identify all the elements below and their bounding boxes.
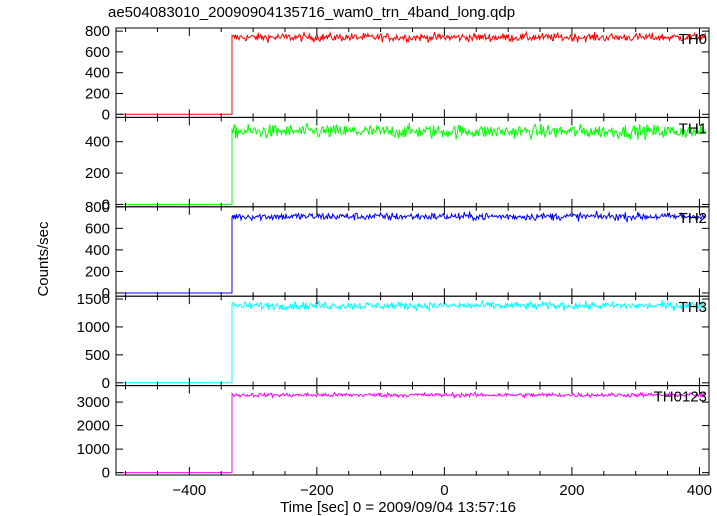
- panel-th2: 0 200 400 600 800 TH2: [85, 199, 710, 302]
- x-tick-label: 400: [687, 482, 712, 499]
- y-tick-label: 500: [85, 347, 110, 364]
- y-tick-label: 200: [85, 165, 110, 182]
- panel-frame: [115, 295, 710, 387]
- panel-th0: 0 200 400 600 800 TH0: [85, 23, 710, 123]
- panel-label-th1: TH1: [679, 120, 707, 137]
- panel-label-th0123: TH0123: [654, 389, 707, 406]
- series-th1-line: [119, 122, 706, 205]
- y-tick-label: 200: [85, 85, 110, 102]
- series-th3-line: [119, 299, 706, 384]
- panel-frame: [115, 385, 710, 476]
- y-tick-label: 600: [85, 220, 110, 237]
- chart-title: ae504083010_20090904135716_wam0_trn_4ban…: [108, 4, 515, 21]
- y-tick-label: 0: [102, 106, 110, 123]
- panel-th1: 0 200 400 TH1: [85, 116, 710, 213]
- panel-frame: [115, 206, 710, 297]
- panel-label-th0: TH0: [679, 31, 707, 48]
- y-tick-label: 600: [85, 44, 110, 61]
- y-tick-label: 800: [85, 23, 110, 40]
- panel-th0123: 0 1000 2000 3000 TH0123: [77, 385, 710, 482]
- y-tick-label: 1500: [77, 291, 110, 308]
- y-tick-label: 800: [85, 199, 110, 216]
- panel-label-th3: TH3: [679, 299, 707, 316]
- series-th0-line: [119, 30, 706, 115]
- y-tick-label: 0: [102, 375, 110, 392]
- x-axis-label: Time [sec] 0 = 2009/09/04 13:57:16: [280, 499, 516, 516]
- y-tick-label: 1000: [77, 441, 110, 458]
- x-tick-label: 0: [440, 482, 448, 499]
- series-th2-line: [119, 210, 706, 294]
- y-tick-label: 400: [85, 65, 110, 82]
- y-tick-label: 200: [85, 263, 110, 280]
- y-tick-label: 400: [85, 134, 110, 151]
- panel-frame: [115, 27, 710, 118]
- y-tick-label: 0: [102, 465, 110, 482]
- y-tick-label: 3000: [77, 394, 110, 411]
- series-th0123-line: [119, 390, 706, 474]
- y-tick-label: 1000: [77, 319, 110, 336]
- y-axis-label: Counts/sec: [35, 221, 52, 297]
- panels-group: 0 200 400 600 800 TH0 0 200 400 TH1 0 200 400 600 800 T…: [77, 23, 712, 499]
- y-tick-label: 400: [85, 242, 110, 259]
- x-tick-label: −200: [300, 482, 334, 499]
- panel-label-th2: TH2: [679, 210, 707, 227]
- y-tick-label: 0: [102, 196, 110, 213]
- y-tick-label: 2000: [77, 418, 110, 435]
- panel-th3: 0 500 1000 1500 TH3: [77, 291, 710, 392]
- y-tick-label: 0: [102, 285, 110, 302]
- x-tick-label: 200: [559, 482, 584, 499]
- x-tick-label: −400: [172, 482, 206, 499]
